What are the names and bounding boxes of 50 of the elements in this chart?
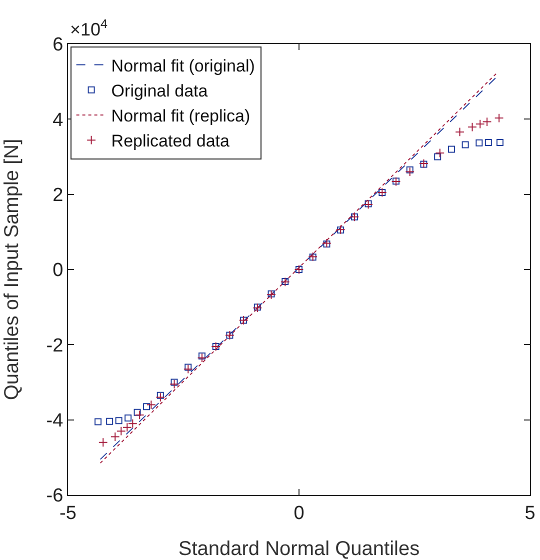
point (170, 379, 179, 389)
point (435, 148, 445, 158)
point (106, 418, 114, 425)
legend-label: Replicated data (111, 132, 230, 151)
y-tick-label: 4 (52, 110, 64, 131)
point (475, 119, 485, 129)
y-tick-label: 2 (52, 184, 64, 206)
point (134, 410, 144, 420)
point (476, 139, 483, 146)
point (122, 422, 132, 432)
point (434, 153, 442, 160)
point (110, 432, 120, 442)
text: ×10$^{4}$ (70, 17, 108, 40)
point (183, 364, 193, 374)
point (482, 117, 492, 126)
point (448, 146, 455, 153)
point (115, 417, 122, 424)
point (496, 138, 504, 146)
point (143, 403, 150, 410)
point (156, 392, 166, 402)
legend-label: Original data (111, 82, 208, 101)
point (124, 414, 132, 422)
point (455, 127, 464, 137)
point (98, 438, 108, 448)
point (198, 352, 206, 360)
point (94, 418, 102, 426)
y-axis-title: Quantiles of Input Sample [N] (1, 138, 23, 400)
point (405, 167, 415, 176)
legend-label: Normal fit (original) (111, 56, 255, 76)
point (184, 364, 192, 371)
point (494, 113, 504, 123)
point (146, 400, 156, 410)
x-tick-label: 5 (524, 502, 536, 524)
y-tick-label: -4 (46, 410, 64, 432)
point (134, 408, 141, 416)
point (484, 138, 492, 146)
point (116, 426, 126, 436)
x-tick-label: 0 (294, 502, 304, 524)
point (468, 122, 477, 132)
point (406, 166, 414, 174)
y-tick-label: 0 (52, 260, 64, 282)
point (170, 378, 178, 386)
y-tick-label: -2 (46, 335, 64, 356)
y-tick-label: 6 (52, 34, 64, 56)
point (156, 392, 164, 399)
x-axis-title: Standard Normal Quantiles (178, 538, 420, 560)
point (128, 418, 138, 428)
legend-label: Normal fit (replica) (111, 106, 250, 126)
point (197, 353, 207, 363)
point (462, 141, 469, 148)
